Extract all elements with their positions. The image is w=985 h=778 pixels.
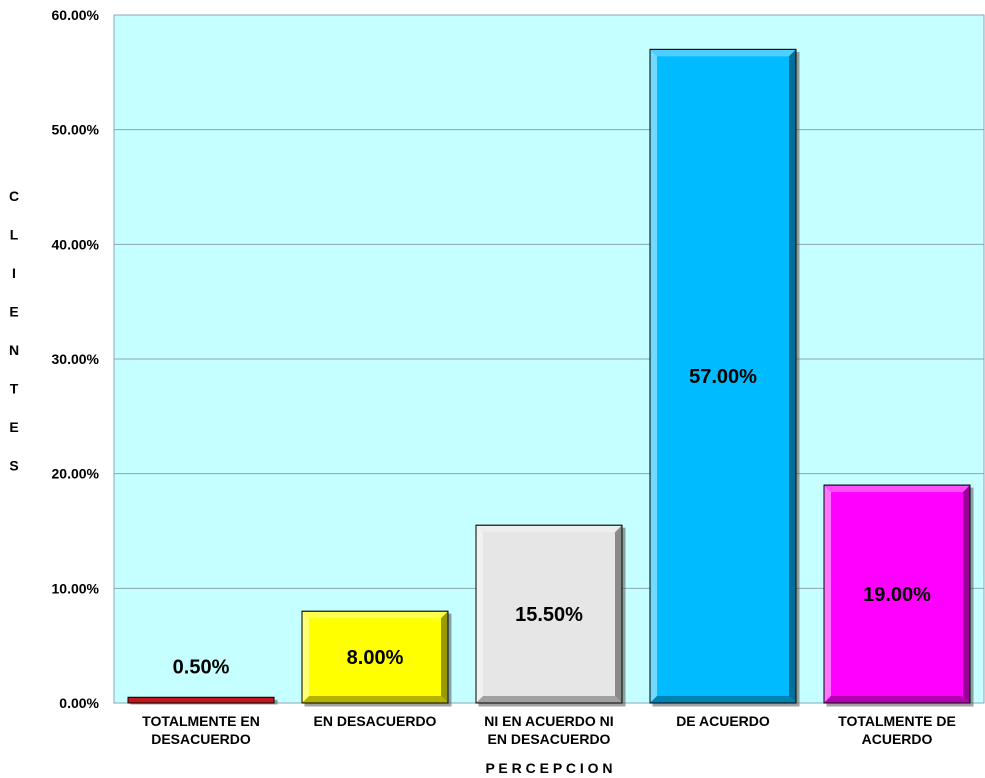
- bar: [127, 696, 275, 704]
- bar-bevel-top: [302, 611, 448, 619]
- bar-bevel-right: [441, 611, 448, 703]
- bar-body: [127, 696, 275, 704]
- y-tick-label: 0.00%: [59, 695, 99, 711]
- y-axis-title-letter: L: [10, 227, 19, 243]
- y-tick-label: 40.00%: [52, 236, 100, 252]
- bar-outline: [823, 484, 971, 704]
- data-label: 57.00%: [689, 366, 757, 388]
- bar: [475, 524, 623, 704]
- bar-bevel-right: [963, 485, 970, 703]
- data-label: 15.50%: [515, 604, 583, 626]
- y-axis-title-letter: S: [9, 458, 18, 474]
- y-tick-label: 60.00%: [52, 7, 100, 23]
- y-axis-title-letter: E: [9, 419, 18, 435]
- bar-outline: [475, 524, 623, 704]
- bar-bevel-right: [615, 525, 622, 703]
- y-tick-label: 20.00%: [52, 466, 100, 482]
- y-axis-title-letter: C: [9, 188, 19, 204]
- x-category-label: NI EN ACUERDO NI: [484, 713, 613, 729]
- x-category-label: DESACUERDO: [151, 731, 251, 747]
- bar-bevel-left: [824, 485, 831, 703]
- y-axis-title: C L I E N T E S: [9, 188, 19, 474]
- bar-bevel-top: [650, 49, 796, 57]
- x-category-label: EN DESACUERDO: [488, 731, 611, 747]
- bar-body: [301, 610, 449, 704]
- x-axis-title: P E R C E P C I O N: [485, 760, 612, 776]
- y-tick-label: 30.00%: [52, 351, 100, 367]
- bar-body: [823, 484, 971, 704]
- x-category-label: TOTALMENTE DE: [838, 713, 956, 729]
- y-tick-label: 50.00%: [52, 122, 100, 138]
- bar-bevel-left: [476, 525, 483, 703]
- y-axis-title-letter: T: [10, 381, 19, 397]
- bar-bevel-top: [476, 525, 622, 533]
- bar-bevel-bottom: [302, 696, 448, 703]
- bar-bevel-left: [302, 611, 309, 703]
- x-category-label: DE ACUERDO: [676, 713, 770, 729]
- bar-bevel-bottom: [476, 696, 622, 703]
- bar: [823, 484, 971, 704]
- data-label: 19.00%: [863, 584, 931, 606]
- bar-outline: [649, 48, 797, 704]
- y-axis-ticks: 0.00% 10.00% 20.00% 30.00% 40.00% 50.00% 60.00…: [52, 7, 100, 711]
- bar-bevel-bottom: [824, 696, 970, 703]
- y-axis-title-letter: E: [9, 304, 18, 320]
- y-tick-label: 10.00%: [52, 580, 100, 596]
- bar-outline: [301, 610, 449, 704]
- bar-bevel-bottom: [650, 696, 796, 703]
- x-axis-categories: TOTALMENTE EN DESACUERDO EN DESACUERDO NI E…: [142, 713, 956, 747]
- bar-bevel-top: [824, 485, 970, 493]
- x-category-label: TOTALMENTE EN: [142, 713, 260, 729]
- x-category-label: ACUERDO: [862, 731, 933, 747]
- x-category-label: EN DESACUERDO: [314, 713, 437, 729]
- data-label: 0.50%: [173, 656, 230, 678]
- bar: [649, 48, 797, 704]
- bar: [301, 610, 449, 704]
- bar-bevel-left: [650, 49, 657, 703]
- bars: 0.50% 8.00% 15.50% 57.00% 19.00%: [127, 48, 971, 704]
- y-axis-title-letter: I: [12, 265, 16, 281]
- bar-bevel-right: [789, 49, 796, 703]
- y-axis-title-letter: N: [9, 342, 19, 358]
- data-label: 8.00%: [347, 647, 404, 669]
